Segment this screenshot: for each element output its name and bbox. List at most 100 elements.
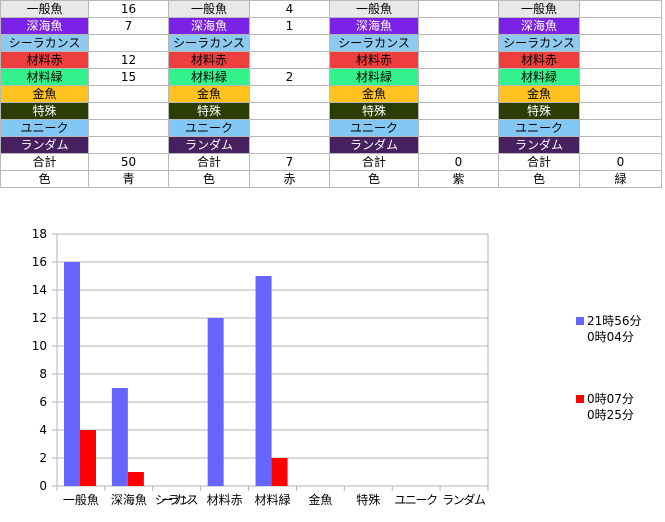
category-cell[interactable]: 特殊 (168, 102, 250, 120)
category-cell[interactable]: 特殊 (498, 102, 580, 120)
category-cell[interactable]: 色 (168, 170, 250, 188)
y-tick-label: 10 (32, 339, 47, 353)
category-cell[interactable]: 合計 (329, 153, 419, 171)
value-cell[interactable]: 4 (249, 0, 330, 18)
category-cell[interactable]: 金魚 (0, 85, 89, 103)
value-cell[interactable]: 12 (88, 51, 169, 69)
category-cell[interactable]: 金魚 (498, 85, 580, 103)
category-cell[interactable]: 材料赤 (329, 51, 419, 69)
value-cell[interactable] (418, 0, 499, 18)
value-cell[interactable]: 1 (249, 17, 330, 35)
category-cell[interactable]: 材料緑 (0, 68, 89, 86)
category-cell[interactable]: 材料赤 (168, 51, 250, 69)
category-cell[interactable]: 色 (498, 170, 580, 188)
value-cell[interactable] (88, 34, 169, 52)
table-row: 一般魚 16 一般魚 4 一般魚 一般魚 (0, 0, 662, 18)
category-cell[interactable]: ランダム (168, 136, 250, 154)
value-cell[interactable]: 紫 (418, 170, 499, 188)
category-cell[interactable]: シーラカンス (329, 34, 419, 52)
bar-材料緑-s1 (255, 276, 272, 486)
category-cell[interactable]: ユニーク (329, 119, 419, 137)
category-cell[interactable]: ランダム (498, 136, 580, 154)
value-cell[interactable] (249, 51, 330, 69)
value-cell[interactable] (418, 119, 499, 137)
category-cell[interactable]: ユニーク (498, 119, 580, 137)
category-cell[interactable]: 深海魚 (329, 17, 419, 35)
value-cell[interactable] (249, 119, 330, 137)
value-cell[interactable] (249, 85, 330, 103)
y-tick-label: 14 (32, 283, 47, 297)
category-cell[interactable]: 深海魚 (168, 17, 250, 35)
value-cell[interactable] (579, 102, 662, 120)
value-cell[interactable] (579, 119, 662, 137)
category-cell[interactable]: 一般魚 (0, 0, 89, 18)
category-cell[interactable]: 金魚 (329, 85, 419, 103)
table-row: ユニーク ユニーク ユニーク ユニーク (0, 119, 662, 137)
value-cell[interactable]: 赤 (249, 170, 330, 188)
legend-swatch-s1 (576, 317, 584, 325)
category-cell[interactable]: 一般魚 (168, 0, 250, 18)
value-cell[interactable] (88, 85, 169, 103)
category-cell[interactable]: ランダム (329, 136, 419, 154)
category-cell[interactable]: 材料緑 (498, 68, 580, 86)
chart-bars (64, 262, 288, 486)
table-row: 合計 50 合計 7 合計 0 合計 0 (0, 153, 662, 171)
value-cell[interactable] (579, 17, 662, 35)
value-cell[interactable]: 7 (88, 17, 169, 35)
value-cell[interactable] (88, 102, 169, 120)
category-cell[interactable]: 合計 (0, 153, 89, 171)
value-cell[interactable]: 0 (418, 153, 499, 171)
category-cell[interactable]: ユニーク (0, 119, 89, 137)
chart-legend: 21時56分 0時04分 0時07分 0時25分 (576, 314, 642, 422)
value-cell[interactable] (418, 68, 499, 86)
value-cell[interactable]: 青 (88, 170, 169, 188)
category-cell[interactable]: 特殊 (329, 102, 419, 120)
category-cell[interactable]: 材料緑 (168, 68, 250, 86)
value-cell[interactable] (88, 136, 169, 154)
category-cell[interactable]: 材料赤 (498, 51, 580, 69)
value-cell[interactable]: 7 (249, 153, 330, 171)
category-cell[interactable]: 金魚 (168, 85, 250, 103)
value-cell[interactable] (579, 68, 662, 86)
value-cell[interactable] (579, 34, 662, 52)
category-cell[interactable]: 一般魚 (498, 0, 580, 18)
category-cell[interactable]: ランダム (0, 136, 89, 154)
value-cell[interactable] (418, 85, 499, 103)
value-cell[interactable] (249, 136, 330, 154)
value-cell[interactable] (249, 102, 330, 120)
category-cell[interactable]: ユニーク (168, 119, 250, 137)
category-cell[interactable]: 材料緑 (329, 68, 419, 86)
category-cell[interactable]: 特殊 (0, 102, 89, 120)
category-cell[interactable]: 色 (329, 170, 419, 188)
value-cell[interactable] (249, 34, 330, 52)
category-cell[interactable]: 深海魚 (0, 17, 89, 35)
value-cell[interactable]: 0 (579, 153, 662, 171)
category-cell[interactable]: 材料赤 (0, 51, 89, 69)
value-cell[interactable]: 50 (88, 153, 169, 171)
table-row: ランダム ランダム ランダム ランダム (0, 136, 662, 154)
value-cell[interactable]: 2 (249, 68, 330, 86)
value-cell[interactable] (579, 0, 662, 18)
value-cell[interactable] (418, 51, 499, 69)
value-cell[interactable] (418, 102, 499, 120)
value-cell[interactable] (579, 136, 662, 154)
value-cell[interactable] (88, 119, 169, 137)
value-cell[interactable] (418, 34, 499, 52)
category-cell[interactable]: シーラカンス (168, 34, 250, 52)
x-tick-label: ユニーク (394, 493, 438, 507)
value-cell[interactable] (418, 17, 499, 35)
value-cell[interactable]: 緑 (579, 170, 662, 188)
category-cell[interactable]: 一般魚 (329, 0, 419, 18)
category-cell[interactable]: 深海魚 (498, 17, 580, 35)
value-cell[interactable] (418, 136, 499, 154)
value-cell[interactable]: 15 (88, 68, 169, 86)
value-cell[interactable] (579, 51, 662, 69)
value-cell[interactable] (579, 85, 662, 103)
category-cell[interactable]: シーラカンス (498, 34, 580, 52)
bar-深海魚-s1 (111, 388, 128, 486)
category-cell[interactable]: シーラカンス (0, 34, 89, 52)
category-cell[interactable]: 色 (0, 170, 89, 188)
value-cell[interactable]: 16 (88, 0, 169, 18)
category-cell[interactable]: 合計 (168, 153, 250, 171)
category-cell[interactable]: 合計 (498, 153, 580, 171)
